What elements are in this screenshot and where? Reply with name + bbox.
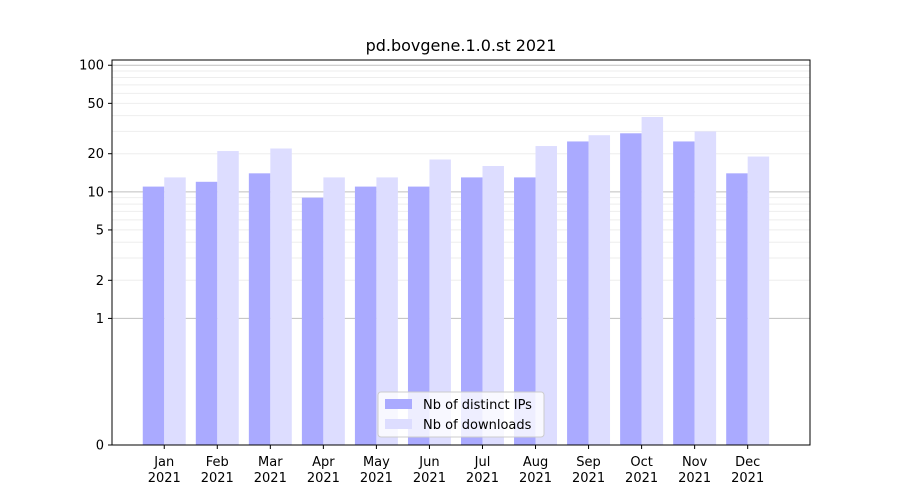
bar-distinct-ips — [142, 186, 165, 446]
x-tick-label: 2021 — [678, 471, 711, 486]
bar-downloads — [641, 117, 664, 446]
legend-box — [377, 391, 545, 438]
x-tick-label: 2021 — [466, 471, 499, 486]
bar-distinct-ips — [354, 186, 377, 446]
y-tick-label: 0 — [96, 439, 104, 454]
bar-downloads — [588, 135, 611, 445]
x-tick-label: 2021 — [572, 471, 605, 486]
bar-downloads — [535, 146, 558, 445]
x-tick-label: 2021 — [625, 471, 658, 486]
x-tick-label: Nov — [682, 455, 708, 470]
bar-distinct-ips — [726, 173, 748, 445]
y-axis: 0 1 2 5 10 20 50 100 — [79, 59, 112, 454]
x-tick-label: 2021 — [254, 471, 287, 486]
x-tick-label: Aug — [523, 455, 548, 470]
bar-downloads — [270, 148, 292, 445]
y-tick-label: 5 — [96, 223, 104, 238]
bar-distinct-ips — [514, 177, 536, 446]
bar-downloads — [376, 177, 398, 446]
x-tick-label: 2021 — [307, 471, 340, 486]
x-tick-label: Sep — [576, 455, 601, 470]
y-tick-label: 10 — [87, 185, 104, 200]
x-tick-label: Jun — [418, 455, 439, 470]
legend-swatch — [385, 399, 412, 409]
y-tick-label: 2 — [96, 274, 104, 289]
x-tick-label: Dec — [735, 455, 760, 470]
bars — [142, 117, 770, 446]
x-tick-label: Oct — [630, 455, 652, 470]
bar-downloads — [694, 131, 717, 445]
chart-title: pd.bovgene.1.0.st 2021 — [366, 36, 557, 55]
plot-frame — [111, 59, 811, 446]
bar-downloads — [217, 151, 239, 445]
legend-label: Nb of distinct IPs — [423, 398, 532, 413]
y-tick-label: 50 — [87, 97, 104, 112]
legend: Nb of distinct IPs Nb of downloads — [377, 391, 545, 438]
legend-label: Nb of downloads — [423, 418, 532, 433]
bar-distinct-ips — [620, 133, 642, 445]
x-tick-label: 2021 — [731, 471, 764, 486]
y-tick-label: 1 — [96, 312, 104, 327]
bar-downloads — [164, 177, 186, 446]
bar-distinct-ips — [567, 141, 589, 445]
x-tick-label: 2021 — [519, 471, 552, 486]
y-tick-label: 20 — [87, 147, 104, 162]
x-tick-label: Apr — [312, 455, 335, 470]
x-tick-label: 2021 — [201, 471, 234, 486]
bar-distinct-ips — [407, 186, 430, 446]
bar-downloads — [323, 177, 345, 446]
x-tick-label: 2021 — [360, 471, 393, 486]
bar-downloads — [482, 165, 504, 446]
y-tick-label: 100 — [79, 59, 104, 74]
x-tick-label: May — [363, 455, 390, 470]
x-tick-label: Jan — [153, 455, 174, 470]
legend-swatch — [385, 419, 412, 429]
x-tick-label: 2021 — [148, 471, 181, 486]
bar-distinct-ips — [195, 181, 218, 445]
bar-downloads — [429, 159, 451, 445]
bar-downloads — [747, 156, 770, 446]
x-tick-label: Jul — [474, 455, 491, 470]
bar-distinct-ips — [673, 141, 695, 445]
bar-distinct-ips — [248, 173, 271, 445]
bar-distinct-ips — [461, 177, 483, 446]
x-axis: Jan2021Feb2021Mar2021Apr2021May2021Jun20… — [148, 445, 764, 486]
x-tick-label: Feb — [206, 455, 229, 470]
x-tick-label: Mar — [258, 455, 283, 470]
bar-distinct-ips — [301, 197, 324, 445]
x-tick-label: 2021 — [413, 471, 446, 486]
